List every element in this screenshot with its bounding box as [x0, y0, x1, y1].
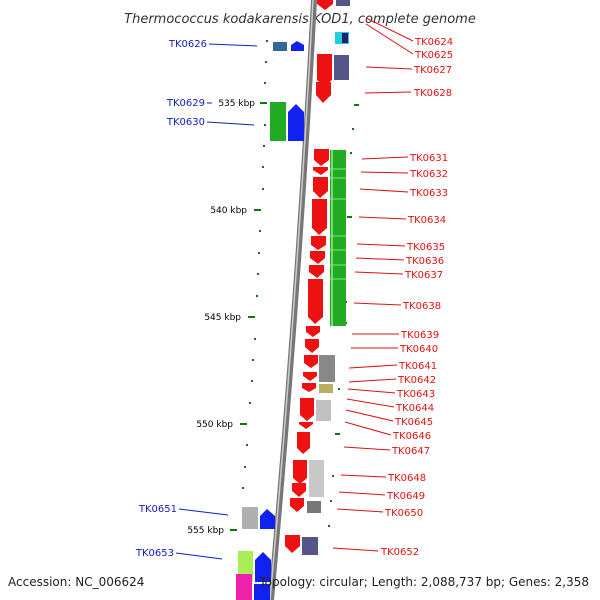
gene-TK0626-b[interactable] [291, 41, 304, 51]
gene-label[interactable]: TK0638 [402, 301, 441, 312]
gene-TK0653[interactable] [238, 551, 253, 581]
gene-label[interactable]: TK0649 [386, 491, 425, 502]
gene-TK0650[interactable] [290, 498, 304, 512]
gene-TK0638[interactable] [308, 279, 323, 324]
left-gene-labels: TK0626 TK0629 TK0630 TK0651 TK0653 [135, 39, 258, 560]
gene-TK0631[interactable] [314, 149, 329, 166]
gene-TK0630[interactable] [288, 104, 304, 141]
scale-ticks: 535 kbp 540 kbp 545 kbp 550 kbp 555 kbp [187, 99, 267, 536]
gene-label[interactable]: TK0624 [414, 37, 453, 48]
tick-label: 550 kbp [196, 420, 233, 430]
gene-label[interactable]: TK0639 [400, 330, 439, 341]
gene-label[interactable]: TK0643 [396, 389, 435, 400]
gene-TK0649[interactable] [292, 483, 306, 497]
right-gene-labels: TK0624 TK0625 TK0627 TK0628 TK0631 TK063… [332, 17, 453, 558]
gene-TK0634[interactable] [312, 199, 327, 235]
gene-TK0641-b[interactable] [319, 355, 335, 382]
genome-backbone [268, 0, 317, 600]
gene-label[interactable]: TK0645 [394, 417, 433, 428]
gene-TK0636[interactable] [310, 251, 325, 264]
gene-TK0651-b[interactable] [260, 509, 275, 529]
gene-label[interactable]: TK0637 [404, 270, 443, 281]
gene-TK0643-b[interactable] [319, 384, 333, 393]
gene-TK0648-b[interactable] [309, 460, 324, 497]
gene-TK0644-b[interactable] [316, 400, 331, 421]
gene-label[interactable]: TK0626 [168, 39, 207, 50]
gene-TK0633[interactable] [313, 177, 328, 198]
map-title: Thermococcus kodakarensis KOD1, complete… [124, 12, 476, 27]
minor-ticks-left [242, 40, 268, 489]
gene-label[interactable]: TK0642 [397, 375, 436, 386]
gene-label[interactable]: TK0644 [395, 403, 434, 414]
gene-label[interactable]: TK0625 [414, 50, 453, 61]
scale-tick [254, 209, 261, 211]
gene-block-highlight [331, 150, 333, 326]
gene-TK0628[interactable] [316, 82, 331, 103]
gene-TK0646[interactable] [297, 432, 310, 454]
gene-label[interactable]: TK0629 [166, 98, 205, 109]
accession-text: Accession: NC_006624 [8, 575, 144, 589]
gene-label[interactable]: TK0648 [387, 473, 426, 484]
tick-label: 540 kbp [210, 206, 247, 216]
gene-TK0643[interactable] [302, 383, 316, 392]
gene-label[interactable]: TK0636 [405, 256, 444, 267]
scale-tick [240, 423, 247, 425]
gene-label[interactable]: TK0646 [392, 431, 431, 442]
genome-summary-text: Topology: circular; Length: 2,088,737 bp… [258, 575, 589, 589]
gene-label[interactable]: TK0630 [166, 117, 205, 128]
gene-TK0645[interactable] [299, 422, 313, 429]
gene-TK0641[interactable] [304, 355, 318, 368]
gene-TK0627-b[interactable] [334, 55, 349, 80]
gene-TK0626[interactable] [273, 42, 287, 51]
gene-TK0625-b[interactable] [342, 33, 348, 43]
gene-TK0655[interactable] [254, 584, 270, 600]
gene-label[interactable]: TK0640 [399, 344, 438, 355]
other-right-genes [302, 0, 350, 555]
gene-TK0642[interactable] [303, 372, 317, 381]
gene-label[interactable]: TK0651 [138, 504, 177, 515]
gene-label[interactable]: TK0627 [413, 65, 452, 76]
gene-TK0640[interactable] [305, 339, 319, 353]
gene-TK0639[interactable] [306, 326, 320, 337]
gene-TK0624-b[interactable] [336, 0, 350, 6]
gene-TK0651[interactable] [242, 507, 258, 529]
gene-TK0644[interactable] [300, 398, 314, 421]
scale-tick [230, 529, 237, 531]
genome-backbone-highlight [269, 0, 314, 600]
gene-block-TK0631-TK0639[interactable] [330, 150, 346, 326]
gene-label[interactable]: TK0653 [135, 548, 174, 559]
gene-TK0635[interactable] [311, 236, 326, 250]
gene-TK0629[interactable] [270, 102, 286, 141]
gene-TK0652-b[interactable] [302, 537, 318, 555]
gene-label[interactable]: TK0647 [391, 446, 430, 457]
gene-TK0637[interactable] [309, 265, 324, 278]
tick-label: 555 kbp [187, 526, 224, 536]
tick-label: 535 kbp [218, 99, 255, 109]
gene-TK0627[interactable] [317, 54, 332, 86]
gene-label[interactable]: TK0628 [413, 88, 452, 99]
gene-label[interactable]: TK0634 [407, 215, 446, 226]
gene-TK0648[interactable] [293, 460, 307, 484]
gene-TK0652[interactable] [285, 535, 300, 553]
gene-label[interactable]: TK0631 [409, 153, 448, 164]
gene-TK0624[interactable] [317, 0, 333, 10]
gene-label[interactable]: TK0652 [380, 547, 419, 558]
gene-TK0632[interactable] [313, 167, 328, 175]
gene-label[interactable]: TK0632 [409, 169, 448, 180]
gene-label[interactable]: TK0633 [409, 188, 448, 199]
scale-tick [248, 316, 255, 318]
green-gene-block [330, 150, 346, 326]
gene-label[interactable]: TK0650 [384, 508, 423, 519]
tick-label: 545 kbp [204, 313, 241, 323]
scale-tick [260, 102, 267, 104]
gene-label[interactable]: TK0635 [406, 242, 445, 253]
gene-TK0654[interactable] [236, 574, 252, 600]
gene-label[interactable]: TK0641 [398, 361, 437, 372]
gene-TK0650-b[interactable] [307, 501, 321, 513]
forward-genes [285, 0, 333, 553]
left-genes [236, 41, 304, 600]
gene-TK0653-b[interactable] [255, 552, 271, 582]
